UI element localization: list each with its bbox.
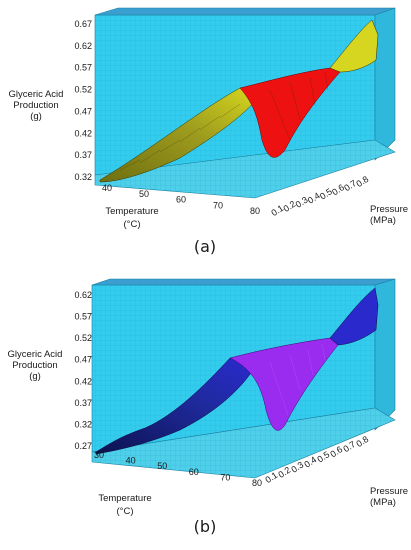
chart-b-surface-right — [329, 287, 379, 346]
z-tick-label: 0.37 — [74, 150, 92, 160]
chart-b-y-label: Pressure(MPa) — [370, 486, 408, 508]
z-tick-label: 0.47 — [74, 355, 92, 365]
z-axis-label-line: (g) — [30, 111, 42, 122]
chart-a: 0.32 0.37 0.42 0.47 0.52 0.57 0.62 0.67 40 50 60 7… — [9, 7, 408, 256]
x-tick-label: 80 — [250, 206, 260, 216]
chart-a-surface-left — [99, 87, 263, 183]
z-axis-label-line: Production — [12, 360, 57, 371]
chart-a-x-label: Temperature (°C) — [105, 206, 158, 230]
chart-a-panel-label: (a) — [194, 237, 216, 256]
x-tick-label: 70 — [220, 472, 230, 482]
chart-a-surface-red — [239, 67, 341, 158]
x-axis-unit: (°C) — [124, 219, 141, 230]
z-tick-label: 0.52 — [74, 85, 92, 95]
y-axis-label-line: (MPa) — [370, 497, 396, 508]
chart-a-y-label: Pressure(MPa) — [370, 204, 408, 226]
x-axis-label: Temperature — [98, 493, 151, 504]
x-axis-unit: (°C) — [117, 506, 134, 517]
z-axis-label-line: (g) — [29, 371, 41, 382]
y-axis-label-line: Pressure — [370, 486, 408, 497]
x-axis-label: Temperature — [105, 206, 158, 217]
x-tick-label: 50 — [139, 189, 149, 199]
y-axis-label-line: (MPa) — [370, 215, 396, 226]
z-tick-label: 0.62 — [74, 290, 92, 300]
chart-b-top — [91, 278, 396, 286]
z-tick-label: 0.67 — [74, 19, 92, 29]
z-axis-label-line: Glyceric Acid — [9, 89, 64, 100]
x-tick-label: 50 — [157, 461, 167, 471]
z-tick-label: 0.32 — [74, 419, 92, 429]
z-tick-label: 0.42 — [74, 376, 92, 386]
chart-b: 0.27 0.32 0.37 0.42 0.47 0.52 0.57 0.62 30 40 50 6… — [8, 278, 408, 536]
z-tick-label: 0.27 — [74, 441, 92, 451]
z-tick-label: 0.52 — [74, 333, 92, 343]
chart-b-x-ticks: 30 40 50 60 70 80 — [94, 450, 262, 488]
z-axis-label-line: Glyceric Acid — [8, 349, 63, 360]
chart-a-right-wall — [374, 7, 396, 161]
chart-b-right-wall — [374, 278, 396, 431]
z-tick-label: 0.57 — [74, 63, 92, 73]
x-tick-label: 60 — [176, 195, 186, 205]
x-tick-label: 30 — [94, 450, 104, 460]
chart-a-x-ticks: 40 50 60 70 80 — [102, 183, 260, 216]
chart-b-z-ticks: 0.27 0.32 0.37 0.42 0.47 0.52 0.57 0.62 — [74, 290, 92, 451]
z-tick-label: 0.37 — [74, 398, 92, 408]
chart-a-surface-right — [329, 19, 379, 73]
x-tick-label: 80 — [252, 478, 262, 488]
chart-a-top — [94, 7, 396, 16]
z-tick-label: 0.42 — [74, 128, 92, 138]
x-tick-label: 60 — [189, 467, 199, 477]
z-tick-label: 0.47 — [74, 106, 92, 116]
x-tick-label: 40 — [126, 456, 136, 466]
chart-b-panel-label: (b) — [194, 517, 217, 536]
z-tick-label: 0.32 — [74, 172, 92, 182]
x-tick-label: 70 — [213, 200, 223, 210]
chart-a-z-ticks: 0.32 0.37 0.42 0.47 0.52 0.57 0.62 0.67 — [74, 19, 92, 182]
chart-b-x-label: Temperature (°C) — [98, 493, 151, 517]
x-tick-label: 40 — [102, 183, 112, 193]
z-tick-label: 0.57 — [74, 312, 92, 322]
chart-b-surface-purple — [229, 337, 339, 431]
y-axis-label-line: Pressure — [370, 204, 408, 215]
z-tick-label: 0.62 — [74, 41, 92, 51]
z-axis-label-line: Production — [13, 100, 58, 111]
